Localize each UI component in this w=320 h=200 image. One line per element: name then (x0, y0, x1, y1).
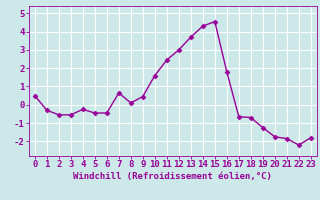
X-axis label: Windchill (Refroidissement éolien,°C): Windchill (Refroidissement éolien,°C) (73, 172, 272, 181)
